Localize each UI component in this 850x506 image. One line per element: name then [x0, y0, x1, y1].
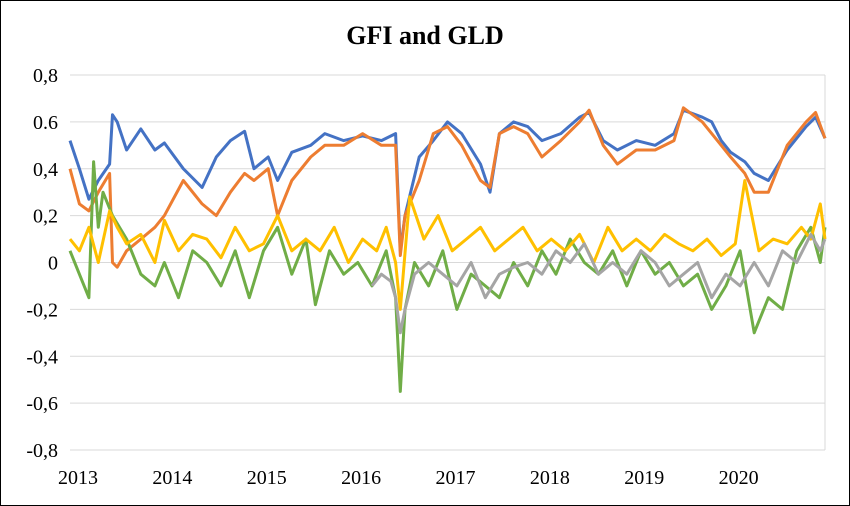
x-tick-label: 2020: [719, 467, 759, 489]
x-tick-label: 2016: [341, 467, 381, 489]
y-tick-label: 0: [48, 253, 58, 275]
y-tick-label: -0,6: [26, 393, 58, 415]
series-line-1: [68, 108, 827, 253]
y-tick-label: 0,8: [33, 65, 58, 87]
y-tick-label: -0,8: [26, 440, 58, 462]
x-tick-label: 2014: [152, 467, 192, 489]
series-line-2: [68, 106, 827, 269]
x-tick-label: 2015: [247, 467, 287, 489]
y-tick-label: -0,4: [26, 346, 58, 368]
series-line-4: [68, 179, 827, 311]
x-tick-label: 2013: [58, 467, 98, 489]
x-tick-label: 2017: [436, 467, 476, 489]
series-lines: [68, 106, 827, 393]
y-tick-label: 0.6: [33, 112, 58, 134]
x-axis-ticks: 2013 2014 2015 2016 2017 2018 2019 2020: [58, 467, 759, 489]
series-line-3: [68, 160, 827, 393]
y-tick-label: 0,2: [33, 206, 58, 228]
y-axis-ticks: -0,8 -0,6 -0,4 -0,2 0 0,2 0,4 0.6 0,8: [26, 65, 58, 462]
chart-title: GFI and GLD: [346, 21, 504, 50]
x-tick-label: 2019: [624, 467, 664, 489]
grid-lines: [70, 74, 826, 451]
y-tick-label: -0,2: [26, 299, 58, 321]
y-tick-label: 0,4: [33, 159, 58, 181]
series-line-5: [370, 232, 827, 335]
x-tick-label: 2018: [530, 467, 570, 489]
